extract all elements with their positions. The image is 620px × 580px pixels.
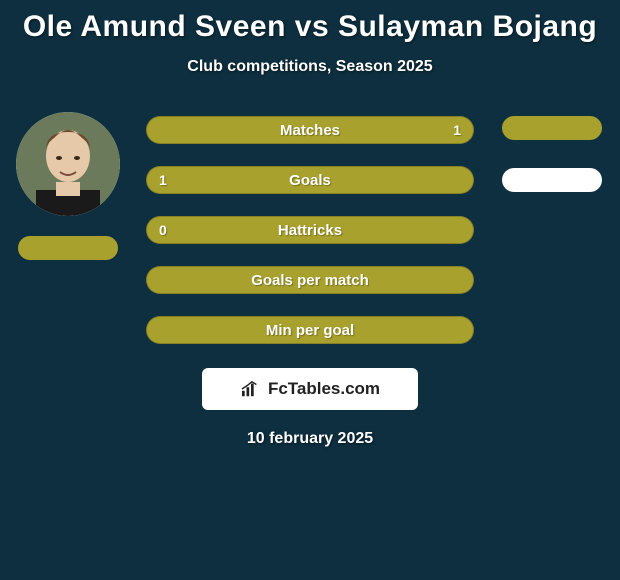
player-right-column xyxy=(492,112,612,192)
chart-icon xyxy=(240,380,262,398)
stat-label: Min per goal xyxy=(266,322,354,339)
stat-bar: Matches 1 xyxy=(146,116,474,144)
player-left-avatar xyxy=(16,112,120,216)
comparison-card: Ole Amund Sveen vs Sulayman Bojang Club … xyxy=(0,0,620,580)
subtitle: Club competitions, Season 2025 xyxy=(0,58,620,76)
stats-column: Matches 1 1 Goals 0 Hattricks Goals per match M… xyxy=(128,116,492,344)
person-icon xyxy=(16,112,120,216)
stat-label: Goals xyxy=(289,172,331,189)
stat-label: Goals per match xyxy=(251,272,369,289)
player-left-column xyxy=(8,112,128,260)
page-title: Ole Amund Sveen vs Sulayman Bojang xyxy=(0,0,620,44)
player-right-pill-2 xyxy=(502,168,602,192)
stat-bar: Goals per match xyxy=(146,266,474,294)
stat-right-value: 1 xyxy=(453,122,461,138)
main-row: Matches 1 1 Goals 0 Hattricks Goals per match M… xyxy=(0,112,620,344)
stat-bar: Min per goal xyxy=(146,316,474,344)
stat-label: Hattricks xyxy=(278,222,342,239)
stat-bar: 0 Hattricks xyxy=(146,216,474,244)
player-left-name-pill xyxy=(18,236,118,260)
date: 10 february 2025 xyxy=(0,430,620,448)
stat-bar: 1 Goals xyxy=(146,166,474,194)
stat-left-value: 0 xyxy=(159,222,167,238)
stat-label: Matches xyxy=(280,122,340,139)
player-right-pill-1 xyxy=(502,116,602,140)
stat-left-value: 1 xyxy=(159,172,167,188)
logo-text: FcTables.com xyxy=(268,379,380,399)
logo-box: FcTables.com xyxy=(202,368,418,410)
player-right-pills xyxy=(502,116,602,192)
